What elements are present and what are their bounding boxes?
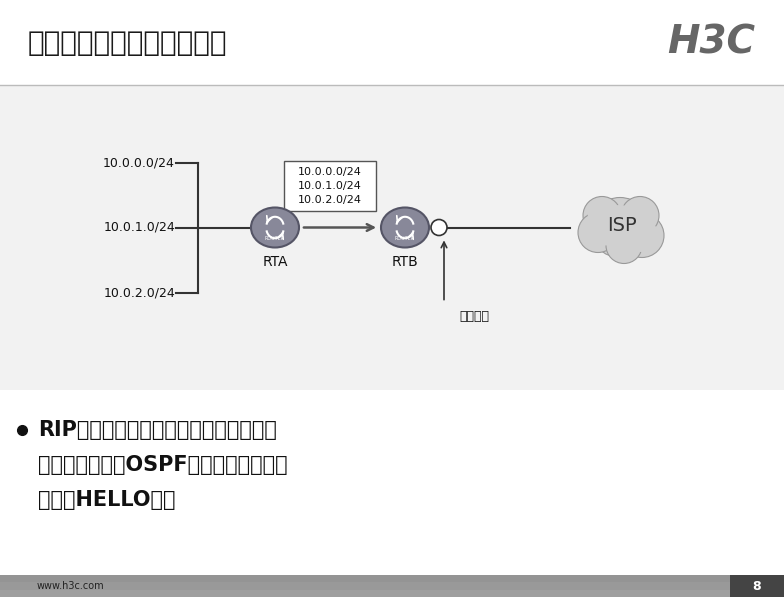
Text: 10.0.1.0/24: 10.0.1.0/24 [298,180,362,190]
Text: 10.0.0.0/24: 10.0.0.0/24 [298,167,362,177]
Bar [0,590,784,597]
Text: RIP协议中，配置为静默接口的接口不会: RIP协议中，配置为静默接口的接口不会 [38,420,277,440]
Text: 配置静默接口过滤全部路由: 配置静默接口过滤全部路由 [28,29,227,57]
Text: 静默接口: 静默接口 [459,310,489,323]
Circle shape [621,196,659,235]
FancyBboxPatch shape [284,161,376,211]
Text: ISP: ISP [607,216,637,235]
Bar [0,582,784,590]
Text: ROUTER: ROUTER [265,236,285,241]
Bar [0,390,784,575]
Bar [0,575,784,597]
Circle shape [588,201,616,230]
Text: 10.0.2.0/24: 10.0.2.0/24 [298,195,362,205]
Bar [0,575,784,582]
Text: RTB: RTB [392,256,419,269]
Circle shape [431,220,447,235]
Circle shape [583,196,621,235]
Text: H3C: H3C [667,23,755,61]
Circle shape [611,232,637,259]
Ellipse shape [251,208,299,248]
Text: 不发送HELLO报文: 不发送HELLO报文 [38,490,176,510]
Bar [730,575,784,597]
Text: www.h3c.com: www.h3c.com [36,581,103,591]
Text: 8: 8 [753,580,761,592]
Circle shape [597,205,643,250]
Circle shape [578,213,618,253]
Circle shape [626,201,655,230]
Text: 10.0.2.0/24: 10.0.2.0/24 [103,286,175,299]
Ellipse shape [381,208,429,248]
Bar [0,0,784,85]
Circle shape [583,217,613,248]
Text: 10.0.0.0/24: 10.0.0.0/24 [103,156,175,169]
Text: ROUTER: ROUTER [395,236,415,241]
Text: 发送路由更新；OSPF协议中，静默接口: 发送路由更新；OSPF协议中，静默接口 [38,455,288,475]
Circle shape [620,214,664,257]
Text: 10.0.1.0/24: 10.0.1.0/24 [103,221,175,234]
Bar [0,85,784,390]
Circle shape [626,219,659,252]
Text: RTA: RTA [263,256,288,269]
Circle shape [590,198,650,257]
Circle shape [606,227,642,263]
